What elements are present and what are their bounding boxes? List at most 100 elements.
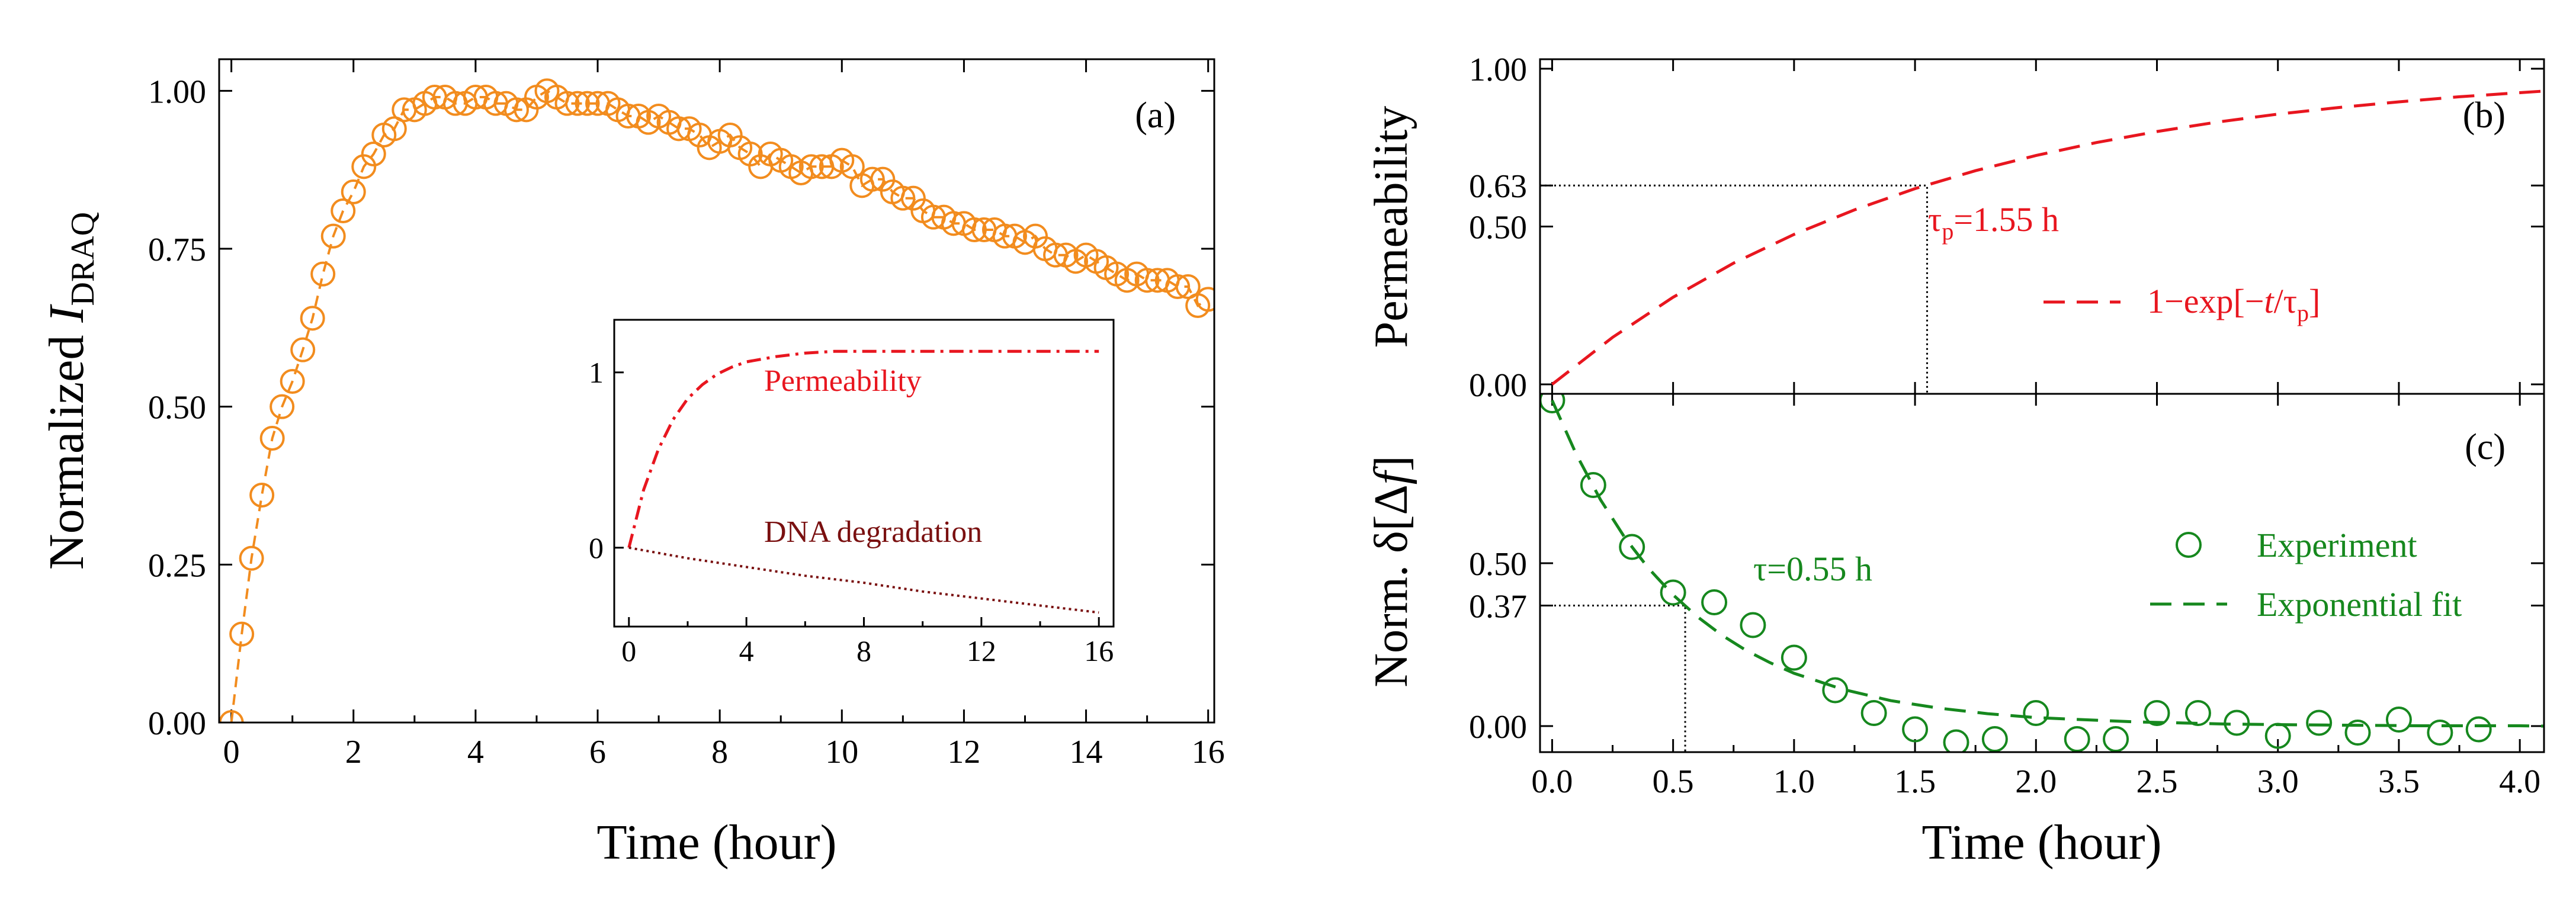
panel-bc-frame (1539, 58, 2545, 753)
panel-c-xtick-label: 3.5 (2378, 763, 2420, 800)
panel-c-point (1660, 579, 1686, 606)
panel-a-point (717, 123, 743, 147)
panel-b-tau-annotation: τp=1.55 h (1928, 200, 2059, 245)
panel-a-point (219, 710, 244, 723)
panel-a-point (320, 223, 346, 249)
panel-c-point (1701, 589, 1728, 615)
inset-lines (627, 349, 1099, 614)
panel-a-xtick-label: 6 (589, 734, 606, 770)
panel-a-point (249, 483, 275, 508)
panel-c-point (2023, 700, 2049, 726)
panel-a-point (1195, 287, 1214, 312)
panel-c-point (2064, 726, 2090, 752)
panel-c-xtick-label: 2.0 (2015, 763, 2057, 800)
panel-c-xtick-label: 0.0 (1531, 763, 1573, 800)
panel-b-tau-guide (1540, 184, 1928, 394)
panel-a-ylabel-sub: DRAQ (65, 212, 101, 306)
panel-c-point (1981, 726, 2008, 752)
panel-c-xtick-label: 1.5 (1894, 763, 1936, 800)
panel-b-label: (b) (2463, 95, 2506, 136)
panel-b-ytick-label: 0.63 (1469, 168, 1527, 205)
panel-a-ylabel-prefix: Normalized (39, 323, 94, 570)
panel-a-point (229, 621, 255, 647)
panel-a-inset: 0 4 8 12 16 0 1 Permeability DNA degradation (589, 319, 1115, 667)
panel-c-point (2264, 723, 2291, 749)
panel-c-ylabel: Norm. δ[Δf] (1365, 455, 1417, 687)
panel-c-ylabel-prefix: Norm. δ[Δ (1365, 484, 1417, 687)
inset-ytick-label: 0 (589, 531, 604, 564)
panel-c-xtick-label: 2.5 (2136, 763, 2178, 800)
panel-a-point (798, 154, 824, 179)
panel-a-markers (219, 78, 1214, 723)
panel-c-point (1580, 472, 1606, 498)
panel-a-point (300, 306, 325, 331)
panel-c-ytick-label: 0.37 (1469, 589, 1527, 625)
panel-a-point (900, 185, 926, 211)
inset-background (614, 320, 1114, 627)
inset-ytick-label: 1 (589, 356, 604, 389)
panel-a-xtick-label: 12 (947, 734, 980, 770)
panel-b-ytick-label: 1.00 (1469, 52, 1527, 88)
panel-c-legend: Experiment Exponential fit (2150, 526, 2462, 624)
inset-label-permeability: Permeability (764, 364, 922, 398)
panel-b-series-line (1551, 89, 2544, 386)
inset-xtick-label: 0 (621, 634, 636, 667)
panel-c-ylabel-suffix: ] (1365, 455, 1417, 471)
panel-a-ytick-label: 0.50 (148, 390, 206, 426)
panel-a-ytick-label: 0.75 (148, 232, 206, 268)
panel-a-point (351, 154, 377, 179)
panel-a-point (565, 91, 591, 116)
panel-b: 0.000.500.631.00 (b) Permeability τp=1.5… (1365, 52, 2544, 404)
panel-c-markers (1540, 394, 2492, 752)
panel-c-point (1822, 677, 1849, 704)
legend-b-sub: p (2297, 300, 2309, 326)
panel-a-point (890, 185, 916, 211)
panel-c-legend-marker (2176, 532, 2202, 558)
panel-b-legend-text: 1−exp[−t/τp] (2147, 282, 2320, 326)
panel-a-ytick-label: 1.00 (148, 73, 206, 110)
panel-a-xtick-label: 4 (467, 734, 484, 770)
panel-c-xtick-label: 0.5 (1653, 763, 1694, 800)
panel-a-point (554, 91, 580, 116)
panel-a-xtick-label: 8 (711, 734, 728, 770)
inset-xtick-label: 12 (967, 634, 996, 667)
inset-ticks: 0 4 8 12 16 0 1 (589, 356, 1114, 667)
panel-c-point (1943, 729, 1969, 752)
panel-c-tau-annotation: τ=0.55 h (1753, 550, 1872, 588)
panel-c-point (2465, 716, 2492, 743)
panel-b-tau-value: =1.55 h (1953, 200, 2059, 239)
panel-b-ytick-label: 0.50 (1469, 210, 1527, 246)
panel-c-tau-guide (1540, 605, 1686, 752)
panel-c-point (1740, 612, 1766, 638)
panel-b-guides (1540, 184, 1928, 394)
panel-b-ytick-label: 0.00 (1469, 367, 1527, 404)
panel-a-ytick-label: 0.25 (148, 547, 206, 584)
panel-c-ticks: 0.0 0.5 1.0 1.5 2.0 2.5 3.0 3.5 4.0 0.00 0.37 0.50 (1469, 394, 2544, 800)
panel-c-point (1860, 700, 1887, 726)
panel-a-point (270, 394, 295, 419)
panel-b-ylabel: Permeability (1365, 106, 1417, 348)
panel-a-point (961, 217, 987, 242)
panel-c-ytick-label: 0.50 (1469, 546, 1527, 583)
panel-a-ylabel-var: I (39, 304, 94, 323)
panel-a-ticks: 0 2 4 6 8 10 12 14 160.000.250.500.751.00 (148, 59, 1225, 770)
panel-a-point (331, 198, 356, 223)
panel-b-ticks: 0.00 0.50 0.63 1.00 (1469, 52, 2544, 404)
panel-c-point (1619, 534, 1645, 560)
inset-xtick-label: 16 (1084, 634, 1114, 667)
panel-a-point (870, 166, 896, 192)
panel-a-ytick-label: 0.00 (148, 705, 206, 742)
panel-c-point (2144, 700, 2170, 726)
panel-c-label: (c) (2465, 427, 2506, 467)
panel-c-xlabel: Time (hour) (1921, 815, 2161, 870)
panel-a: 0 2 4 6 8 10 12 14 160.000.250.500.751.00 (a) Ti… (39, 58, 1225, 870)
panel-c-point (2344, 720, 2371, 746)
panel-a-xtick-label: 14 (1070, 734, 1103, 770)
panel-c-point (2224, 709, 2250, 736)
panel-a-point (341, 179, 366, 204)
panel-a-point (1165, 274, 1191, 299)
legend-b-mid: /τ (2274, 282, 2297, 320)
panel-b-tau-symbol: τ (1928, 200, 1942, 239)
panel-a-ylabel: Normalized IDRAQ (39, 212, 101, 570)
